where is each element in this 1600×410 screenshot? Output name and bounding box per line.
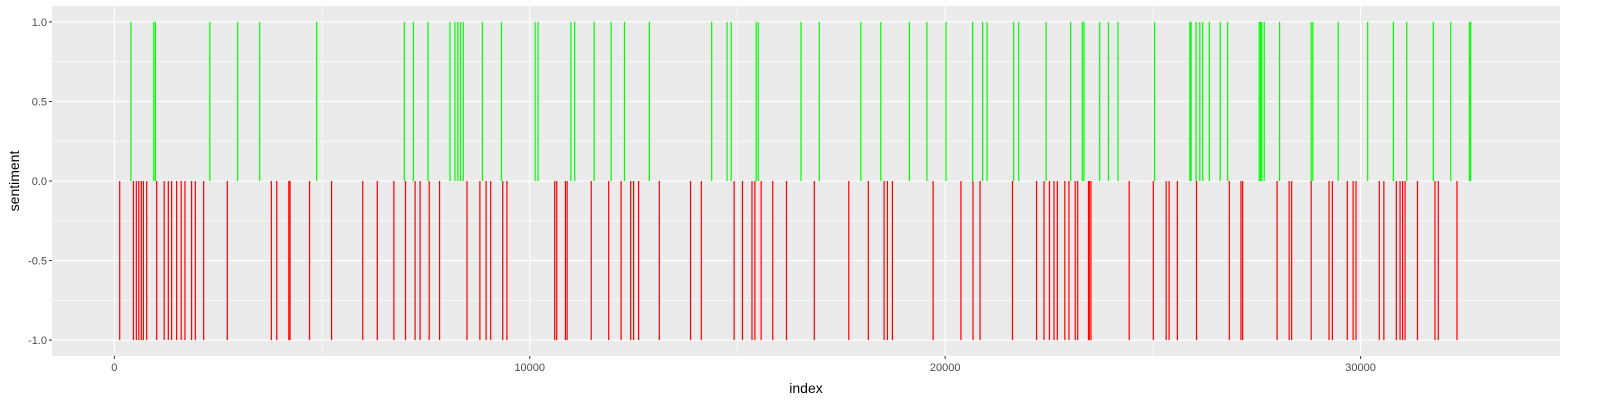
x-axis-title: index [789, 380, 822, 396]
y-tick-label: 1.0 [32, 17, 47, 29]
x-tick-label: 20000 [930, 362, 961, 374]
positive-sentiment-bars [130, 21, 1472, 181]
x-tick-label: 10000 [514, 362, 545, 374]
axis-tick-labels: 0 10000 20000 30000 -1.0 -0.5 0.0 0.5 1.0 [28, 17, 1376, 374]
y-tick-label: -1.0 [28, 335, 47, 347]
axis-ticks [49, 21, 1362, 359]
x-tick-label: 0 [111, 362, 117, 374]
y-tick-label: -0.5 [28, 256, 47, 268]
y-tick-label: 0.0 [32, 176, 47, 188]
x-tick-label: 30000 [1345, 362, 1376, 374]
negative-sentiment-bars [119, 181, 1458, 341]
y-tick-label: 0.5 [32, 96, 47, 108]
y-axis-title: sentiment [6, 151, 22, 212]
major-gridlines [52, 6, 1560, 356]
